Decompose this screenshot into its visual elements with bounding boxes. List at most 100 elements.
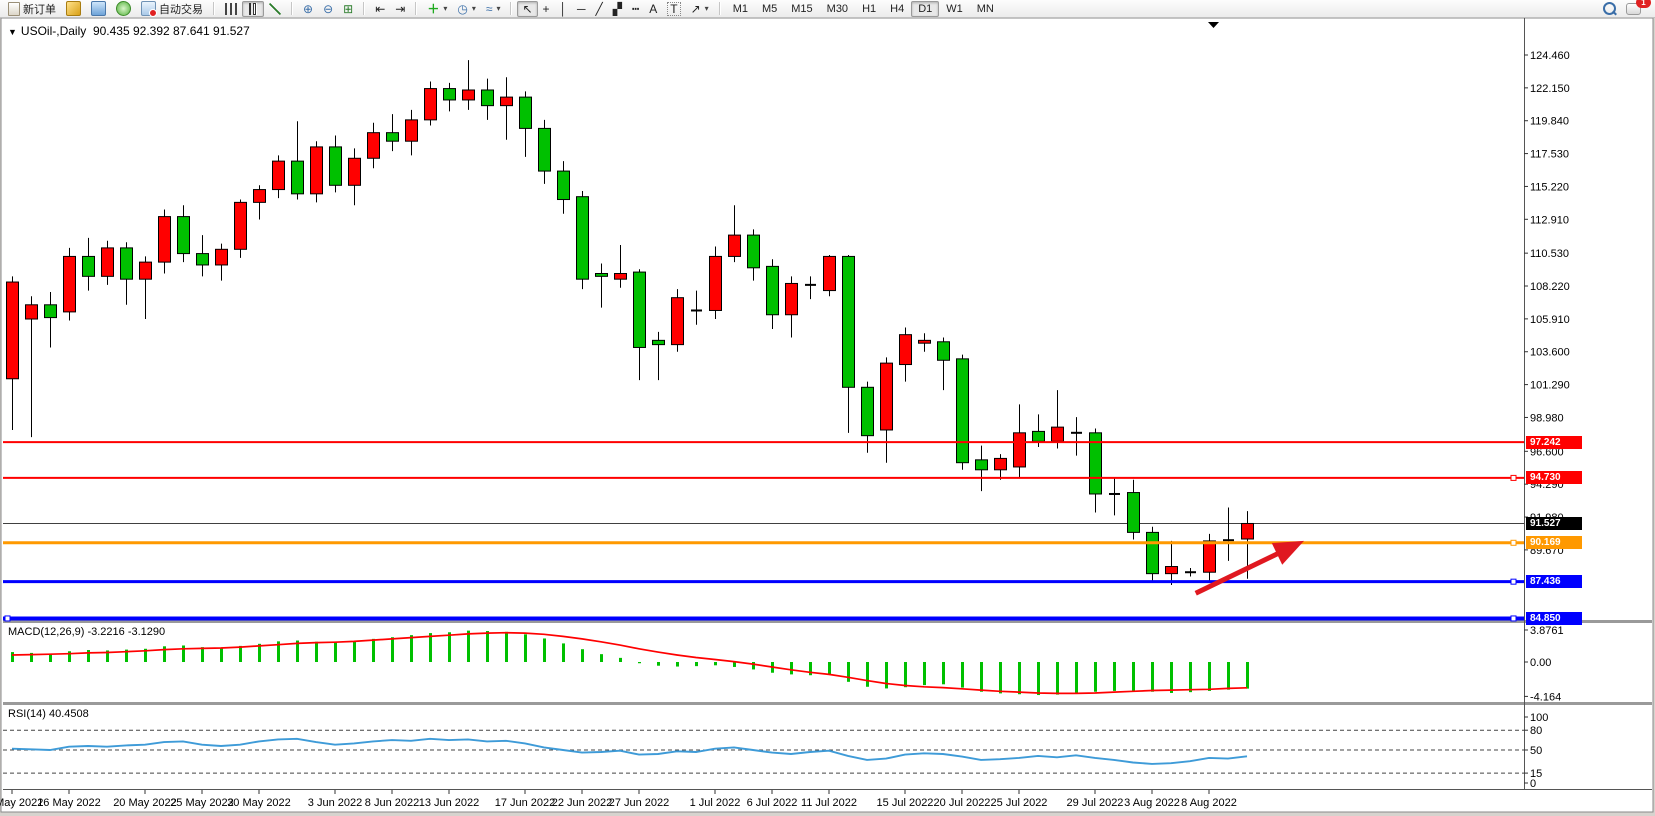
- price-label-87.436: 87.436: [1526, 575, 1582, 589]
- bull-candle: [918, 339, 931, 344]
- bear-candle: [576, 196, 589, 280]
- macd-bar: [847, 662, 850, 682]
- bear-candle: [120, 247, 133, 280]
- date-tick-label: 16 May 2022: [37, 797, 101, 809]
- date-tick-label: 11 May 2022: [0, 797, 43, 809]
- chart-shift-button[interactable]: ⇥: [390, 1, 410, 17]
- timeframe-w1[interactable]: W1: [946, 2, 963, 15]
- fibonacci-tool-button[interactable]: ┅: [627, 1, 644, 17]
- bull-candle: [348, 157, 361, 186]
- macd-bar: [524, 634, 527, 662]
- autotrade-button[interactable]: 自动交易: [136, 0, 208, 19]
- arrows-tool-icon: ↗: [690, 1, 701, 16]
- timeframe-mn[interactable]: MN: [976, 2, 994, 15]
- bull-candle: [1203, 540, 1216, 573]
- timeframe-m1[interactable]: M1: [732, 2, 748, 15]
- chevron-down-icon: ▾: [704, 4, 709, 13]
- new-chart-icon: [66, 1, 81, 16]
- trendline-tool-button[interactable]: ╱: [591, 1, 608, 17]
- periods-button[interactable]: ◷ ▾: [452, 1, 481, 17]
- templates-button[interactable]: ≈ ▾: [481, 1, 506, 17]
- macd-bar: [391, 637, 394, 662]
- price-tick-label: 96.600: [1530, 446, 1564, 458]
- label-tool-button[interactable]: T: [662, 0, 685, 18]
- macd-bar: [657, 662, 660, 666]
- timeframe-m30[interactable]: M30: [826, 2, 849, 15]
- macd-bar: [163, 646, 166, 662]
- macd-bar: [1189, 662, 1192, 693]
- chevron-down-icon: ▾: [443, 4, 448, 13]
- macd-bar: [733, 662, 736, 667]
- bull-candle: [1051, 426, 1064, 442]
- macd-bar: [961, 662, 964, 688]
- notifications-button[interactable]: 1: [1621, 0, 1651, 17]
- timeframe-h4[interactable]: H4: [890, 2, 905, 15]
- macd-bar: [1056, 662, 1059, 695]
- price-tick-label: 108.220: [1530, 281, 1570, 293]
- bear-candle: [861, 386, 874, 437]
- arrows-tool-button[interactable]: ↗ ▾: [686, 1, 714, 17]
- macd-bar: [49, 653, 52, 662]
- indicators-button[interactable]: ＋ ▾: [422, 1, 452, 17]
- line-chart-button[interactable]: [264, 1, 286, 17]
- candle-chart-button[interactable]: [242, 0, 264, 17]
- profiles-button[interactable]: [86, 0, 111, 18]
- zoom-in-button[interactable]: ⊕: [298, 1, 318, 17]
- bear-candle: [1146, 531, 1159, 575]
- auto-scroll-button[interactable]: ⇤: [370, 1, 390, 17]
- new-order-button[interactable]: 新订单: [3, 0, 61, 19]
- crosshair-tool-button[interactable]: +: [538, 1, 555, 17]
- timeframe-m15[interactable]: M15: [791, 2, 813, 15]
- timeframe-h1[interactable]: H1: [862, 2, 877, 15]
- vline-tool-button[interactable]: │: [555, 1, 573, 17]
- tile-windows-button[interactable]: ⊞: [338, 1, 358, 17]
- date-tick-label: 25 May 2022: [170, 797, 234, 809]
- macd-bar: [638, 662, 641, 664]
- macd-bar: [923, 662, 926, 686]
- macd-bar: [1113, 662, 1116, 691]
- bear-candle: [937, 341, 950, 361]
- macd-tick-label: 0.00: [1530, 657, 1551, 669]
- bull-candle: [1165, 566, 1178, 575]
- date-tick-label: 6 Jul 2022: [747, 797, 798, 809]
- timeframe-m5[interactable]: M5: [761, 2, 778, 15]
- macd-bar: [106, 650, 109, 662]
- bull-candle: [614, 272, 627, 280]
- bar-chart-button[interactable]: [220, 1, 242, 17]
- price-tick-label: 110.530: [1530, 248, 1569, 260]
- bull-candle: [234, 201, 247, 250]
- bear-candle: [652, 339, 665, 346]
- search-button[interactable]: [1598, 0, 1621, 17]
- text-tool-button[interactable]: A: [644, 1, 662, 17]
- collapse-triangle-icon[interactable]: ▼: [8, 27, 17, 37]
- bear-candle: [519, 96, 532, 129]
- cursor-tool-button[interactable]: ↖: [517, 0, 538, 17]
- macd-bar: [904, 662, 907, 688]
- bull-candle: [500, 96, 513, 107]
- market-watch-button[interactable]: [111, 0, 136, 18]
- macd-bar: [1132, 662, 1135, 691]
- bear-candle: [386, 132, 399, 142]
- chart-shift-icon: ⇥: [395, 1, 406, 16]
- macd-bar: [334, 642, 337, 662]
- bull-candle: [1013, 432, 1026, 468]
- macd-bar: [942, 662, 945, 685]
- bear-candle: [177, 216, 190, 255]
- current-price-label: 91.527: [1526, 516, 1582, 530]
- bull-candle: [994, 457, 1007, 471]
- zoom-out-button[interactable]: ⊖: [318, 1, 338, 17]
- bull-candle: [253, 189, 266, 203]
- template-icon: ≈: [485, 1, 493, 16]
- date-tick-label: 22 Jun 2022: [552, 797, 613, 809]
- macd-bar: [1018, 662, 1021, 695]
- rsi-indicator-label: RSI(14) 40.4508: [8, 708, 89, 720]
- macd-bar: [1075, 662, 1078, 693]
- new-chart-button[interactable]: [61, 0, 86, 18]
- channel-tool-button[interactable]: ▞: [608, 1, 627, 17]
- price-tick-label: 124.460: [1530, 50, 1570, 62]
- hline-tool-button[interactable]: ─: [572, 1, 591, 17]
- scroll-marker-icon: [1208, 22, 1219, 28]
- timeframe-d1[interactable]: D1: [911, 0, 940, 17]
- chart-title: ▼ USOil-,Daily 90.435 92.392 87.641 91.52…: [8, 24, 250, 38]
